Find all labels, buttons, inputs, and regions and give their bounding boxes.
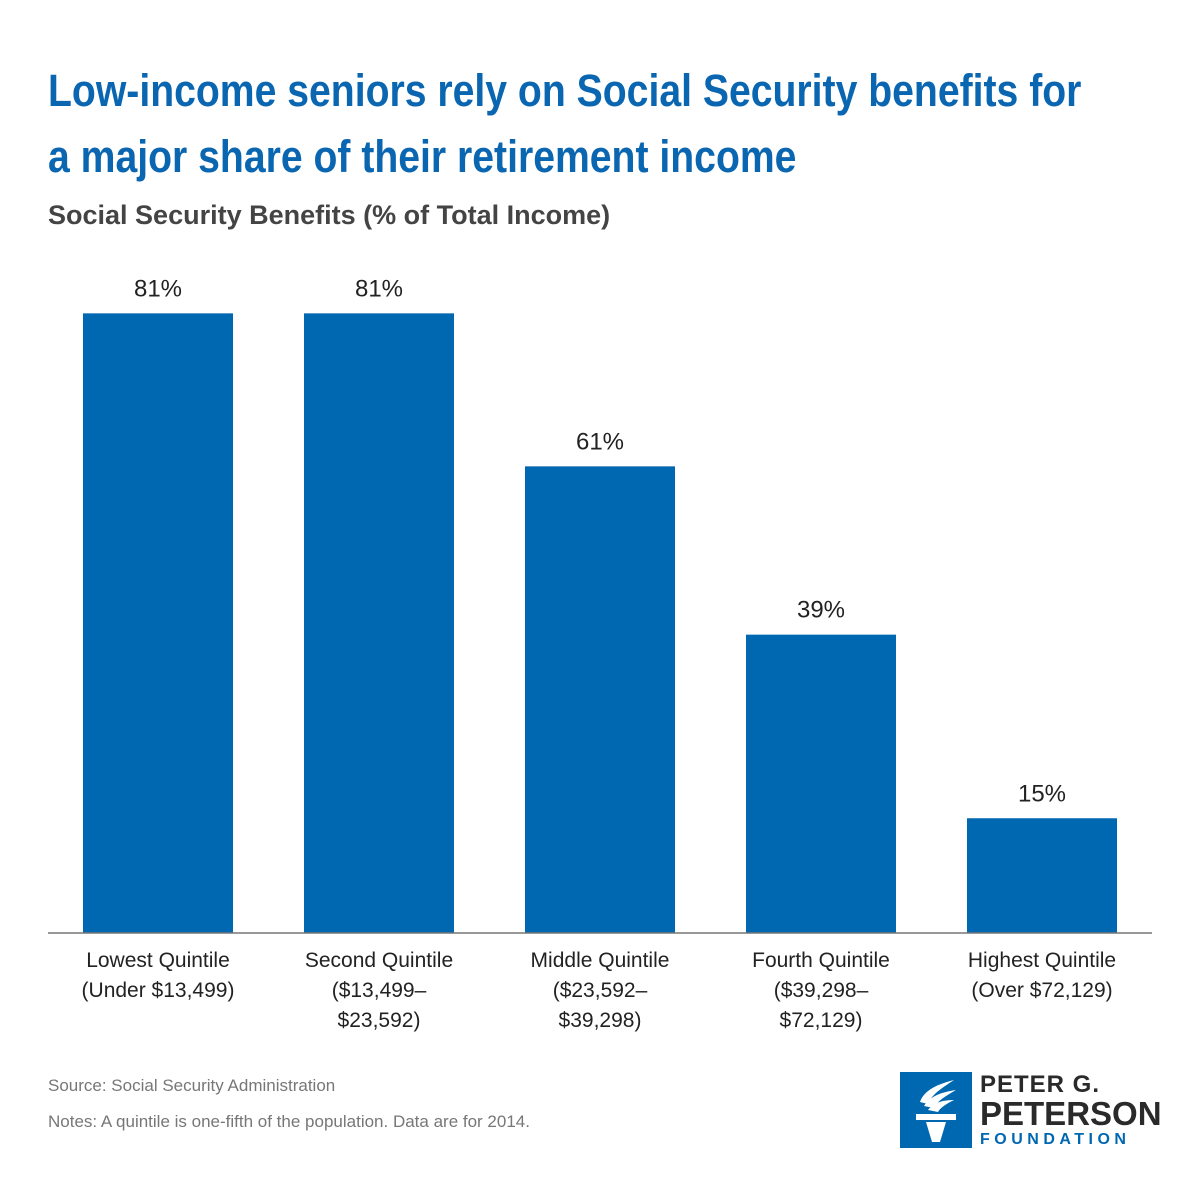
bar-chart: 81% Lowest Quintile (Under $13,499) 81% Seco…: [48, 275, 1152, 1032]
x-tick-label-3: Middle Quintile ($23,592– $39,298): [531, 949, 670, 1032]
x-tick-label-line: ($13,499–: [332, 979, 427, 1002]
bars-layer: [83, 313, 1117, 934]
x-tick-label-line: Lowest Quintile: [86, 949, 230, 972]
logo-wordmark: PETER G. PETERSON FOUNDATION: [980, 1072, 1162, 1150]
value-label-2: 81%: [355, 275, 403, 302]
chart-title-line-2: a major share of their retirement income: [48, 131, 797, 182]
chart-title: Low-income seniors rely on Social Securi…: [48, 58, 1082, 190]
x-tick-label-1: Lowest Quintile (Under $13,499): [82, 949, 235, 1002]
x-tick-label-2: Second Quintile ($13,499– $23,592): [305, 949, 453, 1032]
x-tick-label-line: $39,298): [559, 1009, 642, 1032]
bar-2: [304, 313, 454, 934]
x-tick-label-line: Middle Quintile: [531, 949, 670, 972]
x-tick-label-line: $72,129): [780, 1009, 863, 1032]
source-note: Source: Social Security Administration: [48, 1076, 336, 1095]
logo-line-1: PETER G.: [980, 1071, 1101, 1098]
logo-line-3: FOUNDATION: [980, 1131, 1131, 1148]
x-tick-label-line: ($39,298–: [774, 979, 869, 1002]
x-tick-label-line: Second Quintile: [305, 949, 453, 972]
x-tick-label-line: ($23,592–: [553, 979, 648, 1002]
x-tick-label-line: $23,592): [338, 1009, 421, 1032]
bar-4: [746, 634, 896, 933]
notes-text: Notes: A quintile is one-fifth of the po…: [48, 1112, 530, 1131]
x-tick-label-line: Highest Quintile: [968, 949, 1116, 972]
bar-3: [525, 466, 675, 933]
value-label-5: 15%: [1018, 780, 1066, 807]
bar-1: [83, 313, 233, 934]
x-tick-label-line: Fourth Quintile: [752, 949, 890, 972]
labels-layer: 81% Lowest Quintile (Under $13,499) 81% Seco…: [82, 275, 1117, 1032]
value-label-4: 39%: [797, 597, 845, 624]
bar-5: [967, 818, 1117, 933]
chart-title-line-1: Low-income seniors rely on Social Securi…: [48, 65, 1082, 116]
value-label-1: 81%: [134, 275, 182, 302]
x-tick-label-4: Fourth Quintile ($39,298– $72,129): [752, 949, 890, 1032]
peterson-foundation-logo: PETER G. PETERSON FOUNDATION: [900, 1072, 1162, 1152]
chart-subtitle: Social Security Benefits (% of Total Inc…: [48, 200, 611, 230]
torch-icon: [900, 1072, 972, 1148]
value-label-3: 61%: [576, 428, 624, 455]
x-tick-label-line: (Over $72,129): [971, 979, 1112, 1002]
x-tick-label-line: (Under $13,499): [82, 979, 235, 1002]
x-tick-label-5: Highest Quintile (Over $72,129): [968, 949, 1116, 1002]
logo-line-2: PETERSON: [980, 1095, 1162, 1132]
